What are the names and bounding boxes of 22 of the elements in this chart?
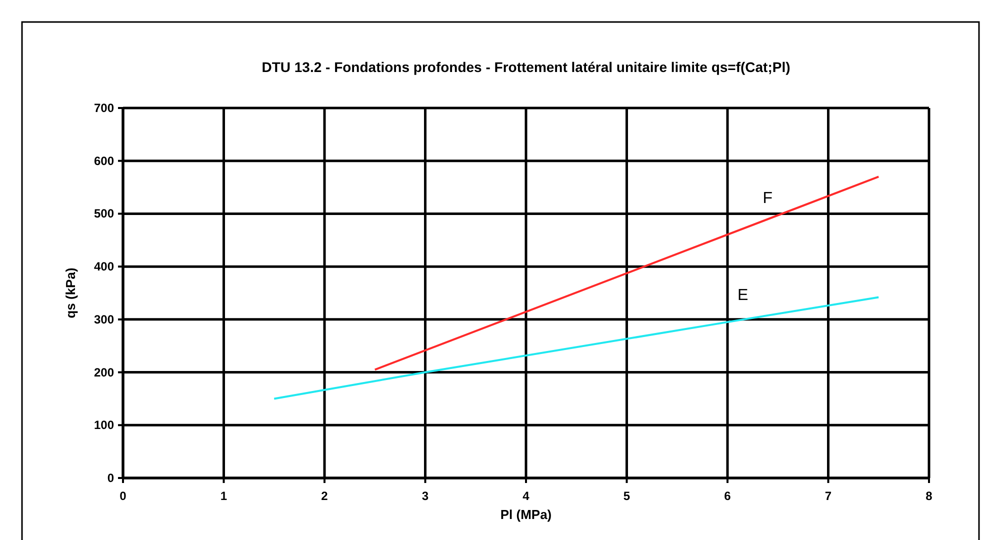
chart-title: DTU 13.2 - Fondations profondes - Frottement latéral unitaire limite qs=f(Cat;Pl) (262, 59, 790, 75)
y-tick-label: 700 (94, 101, 114, 115)
x-tick-label: 7 (824, 489, 832, 503)
x-tick-label: 2 (321, 489, 328, 503)
x-tick-label: 3 (422, 489, 429, 503)
series-label: E (738, 287, 748, 304)
x-tick-label: 4 (522, 489, 530, 503)
y-tick-label: 100 (94, 418, 114, 432)
series-label: F (762, 190, 773, 207)
x-tick-label: 8 (926, 489, 933, 503)
y-tick-label: 200 (94, 365, 114, 380)
x-axis-title: Pl (MPa) (500, 507, 552, 522)
x-tick-label: 1 (220, 489, 228, 503)
y-axis-title: qs (kPa) (63, 268, 78, 318)
y-tick-label: 600 (94, 154, 114, 168)
y-tick-label: 0 (107, 471, 114, 485)
y-tick-label: 300 (94, 312, 114, 326)
y-tick-label: 400 (94, 260, 114, 274)
x-tick-label: 0 (120, 489, 127, 503)
x-tick-label: 6 (724, 489, 732, 503)
x-tick-label: 5 (623, 489, 630, 503)
y-tick-label: 500 (94, 206, 114, 221)
